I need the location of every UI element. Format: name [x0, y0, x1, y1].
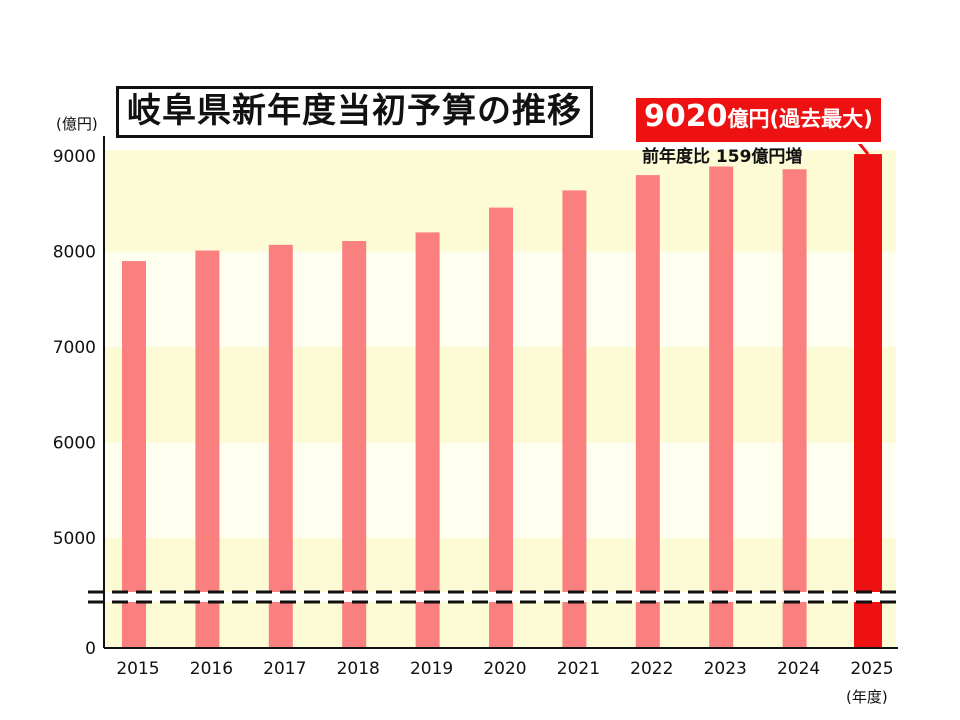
chart-title: 岐阜県新年度当初予算の推移	[116, 86, 593, 138]
x-tick-label: 2024	[777, 659, 820, 679]
x-tick-label: 2020	[483, 659, 526, 679]
y-tick-label: 5000	[53, 529, 96, 549]
axis-break-gap	[98, 592, 898, 602]
bar	[415, 232, 440, 648]
x-axis-unit-label: (年度)	[846, 688, 888, 706]
x-tick-label: 2018	[337, 659, 380, 679]
highlight-callout: 9020億円(過去最大)	[634, 96, 883, 144]
x-tick-label: 2022	[630, 659, 673, 679]
x-tick-label: 2021	[557, 659, 600, 679]
bar-highlight	[854, 154, 882, 648]
bar	[268, 244, 293, 648]
x-tick-label: 2023	[704, 659, 747, 679]
x-tick-label: 2019	[410, 659, 453, 679]
bar	[122, 261, 146, 648]
highlight-unit: 億円(過去最大)	[727, 107, 873, 131]
x-tick-label: 2017	[263, 659, 306, 679]
bar	[342, 240, 367, 648]
year-over-year-note: 前年度比 159億円増	[642, 147, 803, 167]
bar	[489, 207, 513, 648]
y-tick-label: 6000	[53, 434, 96, 454]
bar	[195, 250, 220, 649]
y-axis-unit-label: (億円)	[56, 115, 98, 133]
x-tick-label: 2016	[190, 659, 233, 679]
x-tick-label: 2025	[850, 659, 893, 679]
bar	[635, 175, 660, 648]
y-tick-label: 7000	[53, 338, 96, 358]
y-tick-label: 9000	[53, 147, 96, 167]
bar	[782, 169, 807, 648]
bar	[709, 166, 734, 648]
bar	[562, 190, 587, 648]
y-tick-label: 0	[85, 639, 96, 659]
highlight-value: 9020	[644, 99, 728, 134]
y-tick-label: 8000	[53, 243, 96, 263]
x-tick-label: 2015	[116, 659, 159, 679]
